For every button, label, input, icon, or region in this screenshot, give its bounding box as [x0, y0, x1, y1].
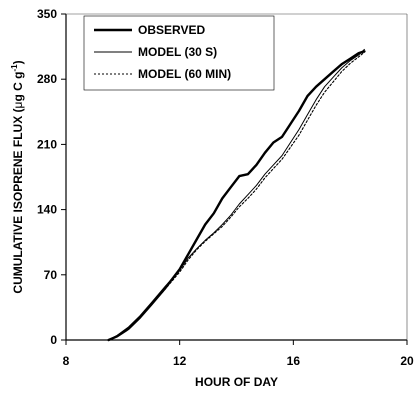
x-tick-label: 16 — [287, 354, 301, 368]
y-tick-label: 280 — [37, 72, 57, 86]
y-title-superscript: -1 — [10, 64, 19, 72]
legend-label: MODEL (30 S) — [138, 45, 217, 59]
series-line-3 — [108, 51, 365, 341]
legend-box — [83, 15, 275, 91]
y-axis-title: CUMULATIVE ISOPRENE FLUX (μg C g-1) — [10, 60, 25, 293]
y-tick-label: 140 — [37, 203, 57, 217]
y-tick-label: 350 — [37, 7, 57, 21]
series-lines — [107, 48, 366, 342]
x-tick-label: 12 — [173, 354, 187, 368]
y-title-part: g C g — [11, 72, 25, 102]
legend: OBSERVED MODEL (30 S) MODEL (60 MIN) — [83, 15, 275, 91]
legend-label: OBSERVED — [138, 23, 205, 37]
axes — [65, 13, 408, 341]
y-title-part: ) — [11, 60, 25, 64]
ticks: 0 70 140 210 280 350 8 12 16 20 — [37, 7, 414, 368]
y-tick-label: 0 — [50, 333, 57, 347]
y-tick-label: 70 — [44, 268, 58, 282]
legend-label: MODEL (60 MIN) — [138, 67, 231, 81]
series-line-2 — [108, 48, 365, 341]
y-title-part: CUMULATIVE ISOPRENE FLUX ( — [11, 108, 25, 293]
y-title-mu: μ — [11, 101, 25, 108]
y-tick-label: 210 — [37, 137, 57, 151]
x-tick-label: 8 — [63, 354, 70, 368]
x-tick-label: 20 — [400, 354, 414, 368]
series-line-1 — [107, 50, 366, 342]
x-axis-title: HOUR OF DAY — [195, 375, 278, 389]
